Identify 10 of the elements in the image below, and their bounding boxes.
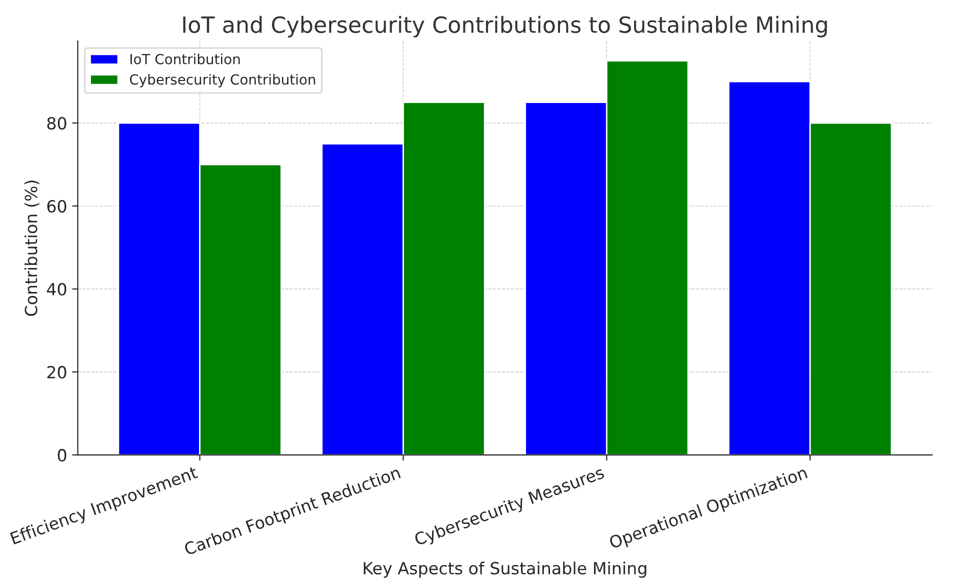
y-tick-label: 20: [47, 366, 66, 379]
y-tick-label: 40: [46, 282, 66, 296]
y-tick-label: 0: [58, 448, 66, 462]
chart-title: IoT and Cybersecurity Contributions to Sustainable Mining: [183, 16, 827, 38]
y-axis-title: Contribution (%): [24, 180, 40, 316]
legend-label: Cybersecurity Contribution: [130, 74, 316, 88]
y-tick-label: 60: [47, 200, 66, 213]
x-axis-title: Key Aspects of Sustainable Mining: [364, 562, 646, 578]
y-tick-label: 80: [47, 116, 66, 130]
legend-label: IoT Contribution: [130, 54, 240, 64]
